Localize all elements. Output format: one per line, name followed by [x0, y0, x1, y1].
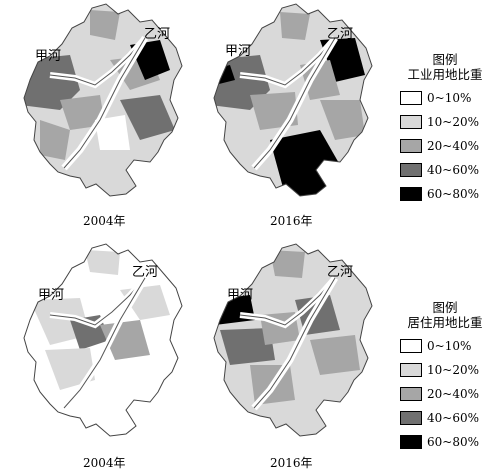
river-a-label: 甲河: [38, 288, 65, 303]
legend-subtitle: 工业用地比重: [407, 67, 483, 82]
year-label: 2004年: [83, 214, 126, 228]
river-a-label: 甲河: [35, 49, 62, 64]
legend-item-label: 20~40%: [427, 387, 479, 401]
legend-swatch: [400, 339, 422, 353]
legend-subtitle: 居住用地比重: [407, 315, 483, 330]
legend-swatch: [400, 115, 422, 129]
river-a-label: 甲河: [227, 288, 254, 303]
legend-item-label: 60~80%: [427, 187, 479, 201]
river-a-label: 甲河: [225, 44, 252, 59]
legend-swatch: [400, 435, 422, 449]
legend-item: 0~10%: [400, 88, 490, 112]
legend-item: 40~60%: [400, 408, 490, 432]
legend-item: 20~40%: [400, 136, 490, 160]
legend-item: 40~60%: [400, 160, 490, 184]
legend-swatch: [400, 411, 422, 425]
river-b-label: 乙河: [132, 265, 159, 280]
legend-item-label: 0~10%: [427, 339, 472, 353]
year-label: 2016年: [270, 214, 313, 228]
legend-item: 20~40%: [400, 384, 490, 408]
residential-2004-map: [23, 243, 183, 437]
legend-item-label: 40~60%: [427, 411, 479, 425]
legend-item: 60~80%: [400, 184, 490, 208]
legend-swatch: [400, 387, 422, 401]
legend-swatch: [400, 139, 422, 153]
residential-legend: 图例 居住用地比重 0~10% 10~20% 20~40% 40~60% 60~…: [400, 300, 490, 456]
legend-item-label: 10~20%: [427, 115, 479, 129]
year-label: 2016年: [270, 456, 313, 470]
legend-swatch: [400, 363, 422, 377]
legend-title: 图例: [432, 300, 458, 315]
legend-item-label: 0~10%: [427, 91, 472, 105]
legend-item: 10~20%: [400, 360, 490, 384]
legend-title: 图例: [432, 52, 458, 67]
year-label: 2004年: [83, 456, 126, 470]
industrial-2004-map: [23, 3, 183, 197]
legend-item: 10~20%: [400, 112, 490, 136]
legend-item: 0~10%: [400, 336, 490, 360]
residential-2016-map: [213, 243, 373, 437]
legend-item-label: 10~20%: [427, 363, 479, 377]
legend-item-label: 60~80%: [427, 435, 479, 449]
legend-item-label: 20~40%: [427, 139, 479, 153]
legend-swatch: [400, 91, 422, 105]
industrial-2016-map: [213, 3, 373, 197]
river-b-label: 乙河: [327, 265, 354, 280]
legend-swatch: [400, 187, 422, 201]
industrial-legend: 图例 工业用地比重 0~10% 10~20% 20~40% 40~60% 60~…: [400, 52, 490, 208]
legend-item-label: 40~60%: [427, 163, 479, 177]
legend-swatch: [400, 163, 422, 177]
river-b-label: 乙河: [144, 27, 171, 42]
river-b-label: 乙河: [327, 27, 354, 42]
legend-item: 60~80%: [400, 432, 490, 456]
